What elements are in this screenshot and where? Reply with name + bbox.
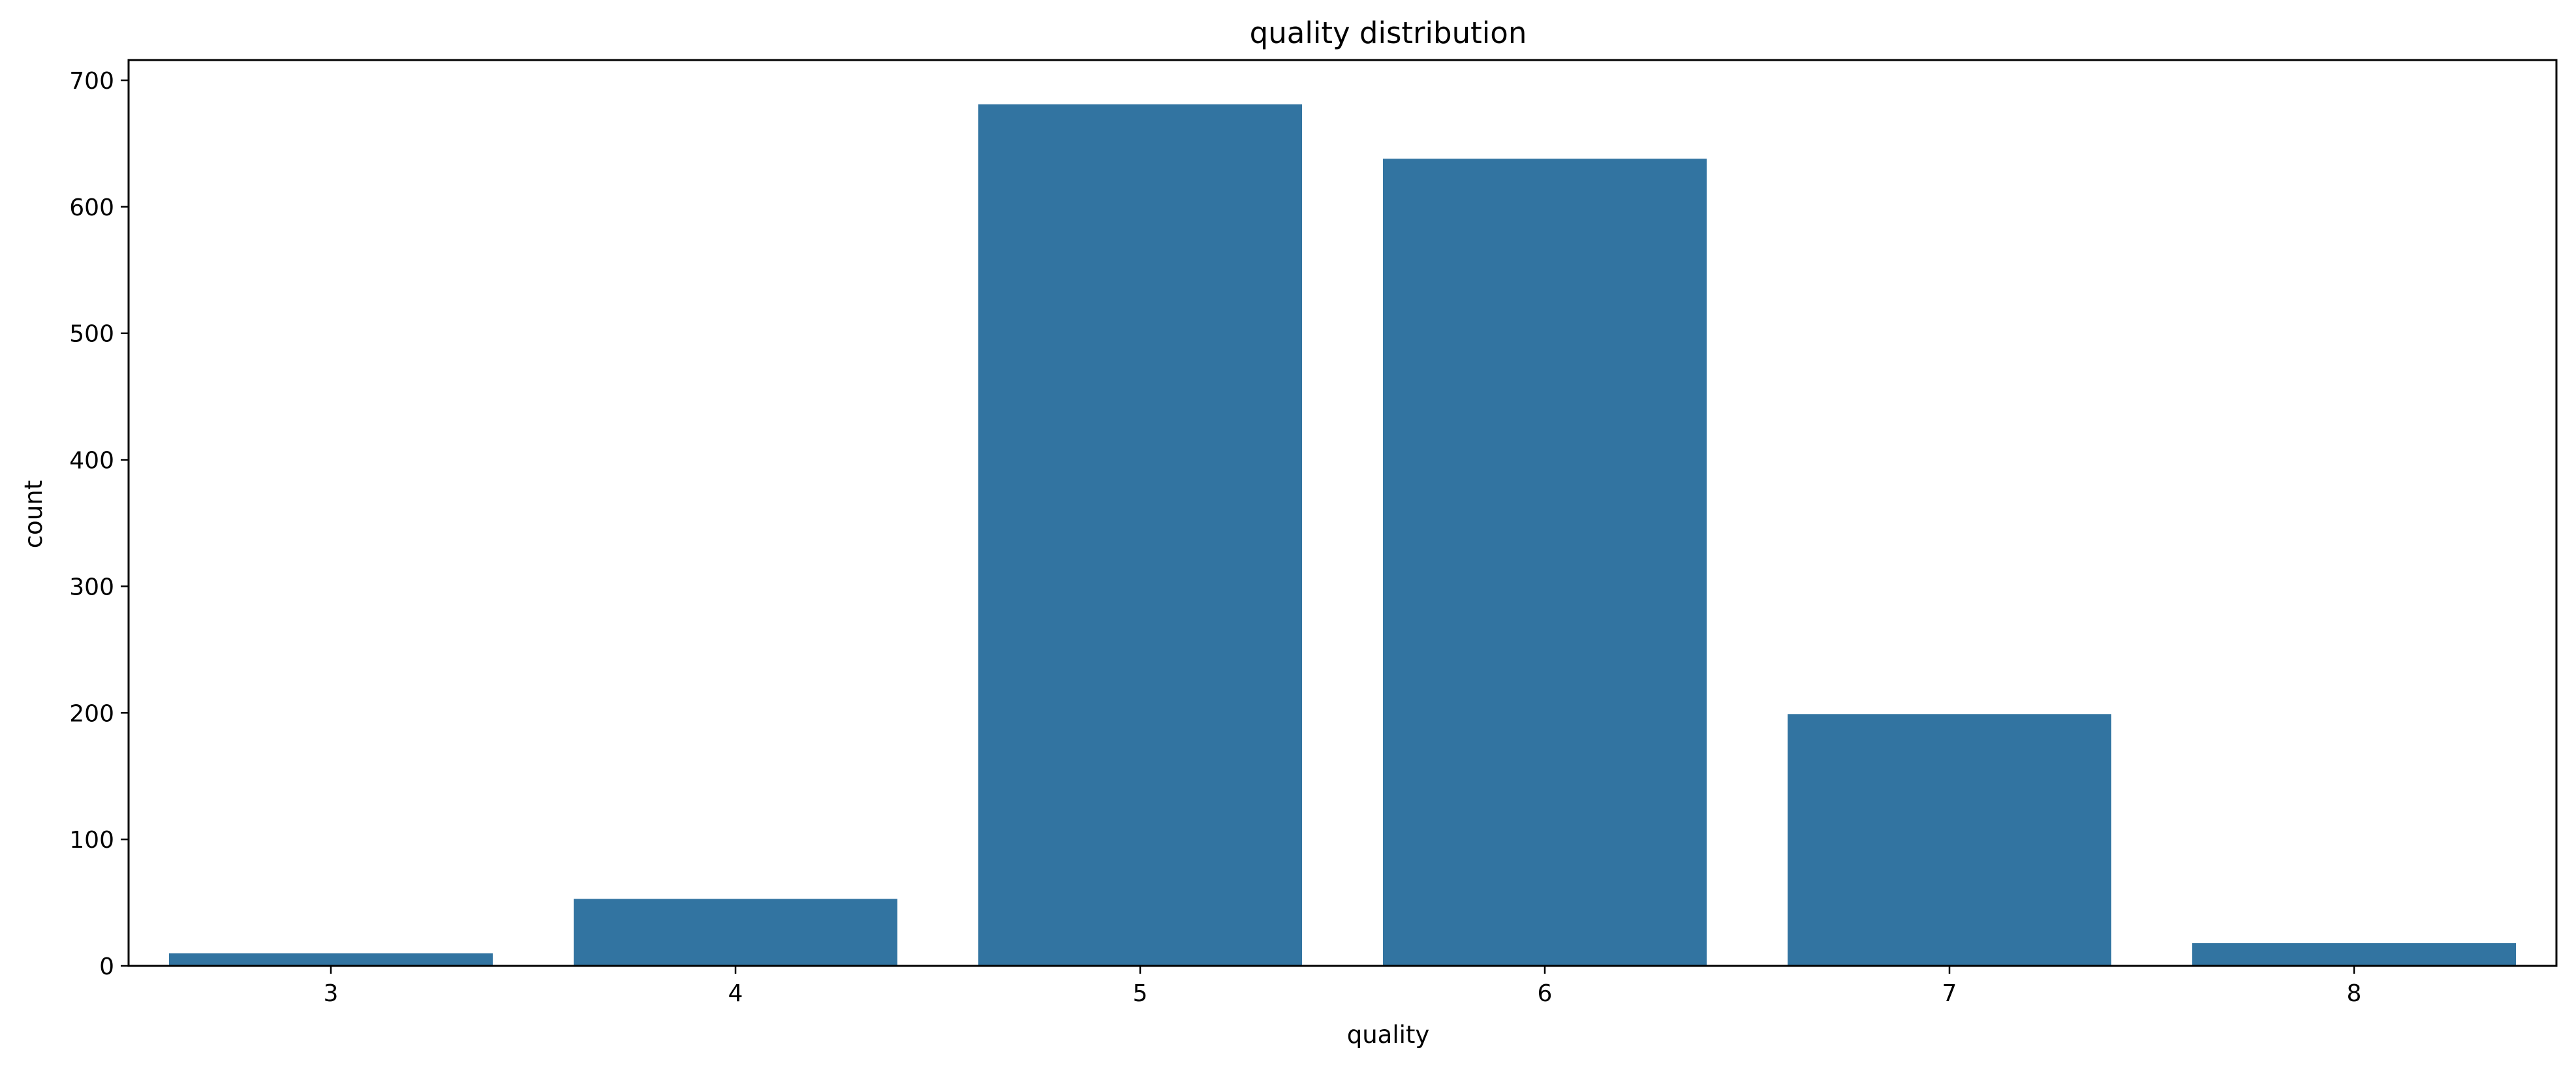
y-tick-label: 100	[69, 827, 114, 854]
bar-3	[169, 953, 493, 966]
y-tick-label: 500	[69, 321, 114, 348]
y-tick-label: 700	[69, 68, 114, 95]
y-tick-label: 300	[69, 574, 114, 600]
plot-frame	[127, 59, 2558, 967]
x-tick-label: 8	[2347, 980, 2362, 1007]
x-tick-label: 4	[728, 980, 743, 1007]
y-tick-label: 600	[69, 194, 114, 221]
x-axis-title: quality	[1347, 1021, 1430, 1049]
x-tick-label: 6	[1538, 980, 1553, 1007]
chart-title: quality distribution	[1250, 16, 1527, 50]
x-tick-label: 5	[1133, 980, 1148, 1007]
y-tick-label: 200	[69, 700, 114, 727]
bar-5	[978, 104, 1302, 967]
x-axis-ticks: 3 4 5 6 7 8	[324, 966, 2362, 1007]
y-axis-ticks: 0 100 200 300 400 500 600 700	[69, 68, 129, 980]
bar-4	[574, 899, 897, 966]
bar-8	[2192, 943, 2516, 966]
bars	[169, 104, 2516, 967]
x-tick-label: 7	[1942, 980, 1957, 1007]
y-axis-title: count	[20, 480, 48, 548]
y-tick-label: 0	[99, 953, 114, 980]
x-tick-label: 3	[324, 980, 339, 1007]
bar-7	[1788, 714, 2111, 966]
bar-6	[1383, 159, 1707, 967]
y-tick-label: 400	[69, 448, 114, 474]
